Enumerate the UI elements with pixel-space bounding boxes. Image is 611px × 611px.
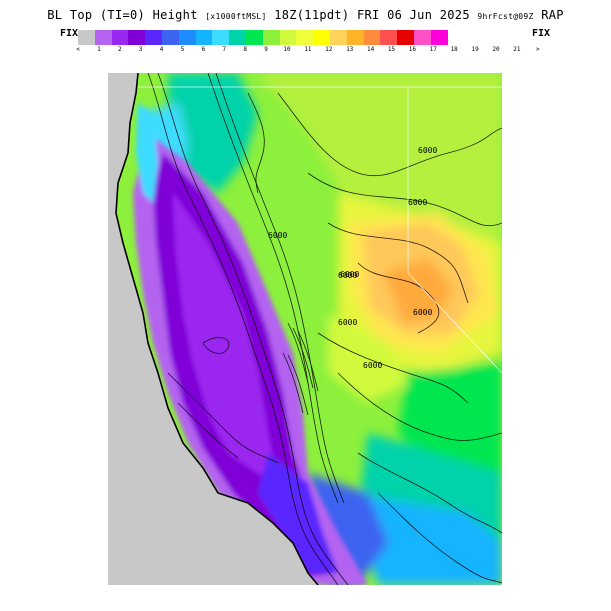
contour-label-group: 6000 6000 6000 6000 6000 6000 6000 6000 xyxy=(268,146,437,370)
chart-title: BL Top (TI=0) Height [x1000ftMSL] 18Z(11… xyxy=(0,8,611,22)
contour-label: 6000 xyxy=(413,308,432,317)
land-field xyxy=(116,73,502,585)
color-scale-tick-label: 7 xyxy=(222,46,227,53)
contour-label: 6000 xyxy=(363,361,382,370)
coastline xyxy=(115,73,319,585)
color-swatch xyxy=(128,30,146,45)
color-swatch xyxy=(111,30,129,45)
color-scale-tick-label: 8 xyxy=(243,46,247,53)
color-scale-tick-label: 11 xyxy=(304,46,312,53)
color-scale-tick-label: 21 xyxy=(513,46,521,53)
color-scale-tick-label: 13 xyxy=(346,46,354,53)
color-swatch xyxy=(413,30,431,45)
color-swatch xyxy=(262,30,280,45)
color-swatch xyxy=(94,30,112,45)
color-scale-tick-label: 4 xyxy=(159,46,164,53)
map-panel: 6000 6000 6000 6000 6000 6000 6000 6000 xyxy=(108,73,502,585)
color-swatch xyxy=(161,30,179,45)
color-scale-bar xyxy=(78,30,448,45)
color-swatch xyxy=(363,30,381,45)
color-swatch xyxy=(279,30,297,45)
colorbar-right-label: FIX xyxy=(532,28,551,39)
color-scale-tick-label: 14 xyxy=(366,46,375,53)
color-swatch xyxy=(380,30,398,45)
color-swatch xyxy=(145,30,162,45)
color-scale-tick-label: 9 xyxy=(264,46,268,53)
title-valid: 18Z(11pdt) FRI 06 Jun 2025 xyxy=(274,8,470,22)
color-swatch xyxy=(296,30,314,45)
contour-label: 6000 xyxy=(268,231,287,240)
title-forecast: 9hrFcst@09Z xyxy=(477,12,534,21)
color-scale-tick-label: > xyxy=(535,46,540,53)
color-swatch xyxy=(245,30,263,45)
color-swatch xyxy=(313,30,330,45)
color-scale-tick-label: 17 xyxy=(429,46,437,53)
color-scale-tick-label: 2 xyxy=(117,46,122,53)
color-scale-tick-label: 18 xyxy=(450,46,458,53)
color-swatch xyxy=(195,30,213,45)
contour-label: 6000 xyxy=(408,198,427,207)
color-scale-ticks: <1 2 3 4 5 6 7 8 9 10 11 12 13 14 15 16 17 18 19 20 21 > xyxy=(70,46,539,56)
color-scale-tick-label: 6 xyxy=(201,46,206,53)
color-scale-tick-label: 20 xyxy=(492,46,500,53)
state-borders xyxy=(138,86,502,374)
color-swatch xyxy=(78,30,95,45)
colorbar-left-label: FIX xyxy=(60,28,79,39)
contour-label: 6000 xyxy=(418,146,437,155)
contour-lines xyxy=(147,73,502,585)
color-scale-tick-label: 5 xyxy=(180,46,185,53)
color-scale-tick-label: 3 xyxy=(138,46,143,53)
title-model: RAP xyxy=(541,8,564,22)
color-scale-tick-label: 15 xyxy=(387,46,396,53)
color-swatch xyxy=(346,30,364,45)
color-swatch xyxy=(397,30,414,45)
contour-label: 6000 xyxy=(338,271,357,280)
color-swatch xyxy=(329,30,347,45)
title-main: BL Top (TI=0) Height xyxy=(47,8,198,22)
color-swatch xyxy=(212,30,230,45)
color-scale-tick-label: 16 xyxy=(408,46,417,53)
color-swatch xyxy=(178,30,196,45)
color-scale-tick-label: 19 xyxy=(471,46,479,53)
title-units: [x1000ftMSL] xyxy=(205,12,267,21)
color-swatch xyxy=(430,30,448,45)
color-scale-tick-label: 1 xyxy=(97,46,101,53)
color-scale-tick-label: 12 xyxy=(325,46,333,53)
contour-label: 6000 xyxy=(340,270,359,279)
contour-label: 6000 xyxy=(338,318,357,327)
color-scale-tick-label: 10 xyxy=(283,46,291,53)
color-scale-tick-label: < xyxy=(76,46,80,53)
color-swatch xyxy=(229,30,246,45)
